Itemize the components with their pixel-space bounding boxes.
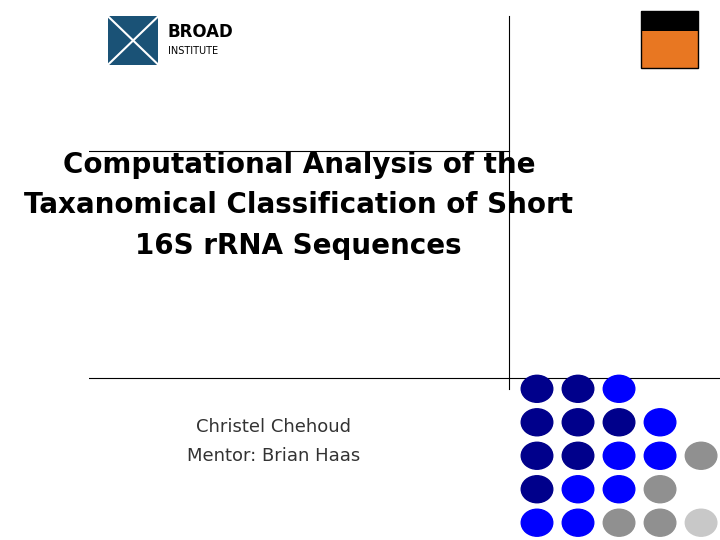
- Circle shape: [562, 409, 594, 436]
- Text: INSTITUTE: INSTITUTE: [168, 46, 218, 56]
- Circle shape: [521, 476, 553, 503]
- Text: BROAD: BROAD: [168, 23, 233, 40]
- Circle shape: [562, 476, 594, 503]
- FancyBboxPatch shape: [108, 16, 158, 65]
- Circle shape: [603, 476, 635, 503]
- Circle shape: [644, 409, 676, 436]
- Circle shape: [562, 442, 594, 469]
- Text: Taxanomical Classification of Short: Taxanomical Classification of Short: [24, 191, 573, 219]
- Circle shape: [685, 509, 717, 536]
- Circle shape: [603, 442, 635, 469]
- Circle shape: [521, 509, 553, 536]
- Text: 16S rRNA Sequences: 16S rRNA Sequences: [135, 232, 462, 260]
- Text: Mentor: Brian Haas: Mentor: Brian Haas: [187, 447, 360, 465]
- Circle shape: [644, 442, 676, 469]
- Circle shape: [521, 442, 553, 469]
- Circle shape: [521, 409, 553, 436]
- Circle shape: [603, 509, 635, 536]
- Circle shape: [603, 375, 635, 402]
- FancyBboxPatch shape: [641, 11, 698, 31]
- Circle shape: [603, 409, 635, 436]
- Circle shape: [562, 375, 594, 402]
- Circle shape: [521, 375, 553, 402]
- Text: Christel Chehoud: Christel Chehoud: [196, 417, 351, 436]
- Circle shape: [644, 476, 676, 503]
- Circle shape: [685, 442, 717, 469]
- Circle shape: [644, 509, 676, 536]
- Text: Computational Analysis of the: Computational Analysis of the: [63, 151, 535, 179]
- Circle shape: [562, 509, 594, 536]
- FancyBboxPatch shape: [641, 11, 698, 68]
